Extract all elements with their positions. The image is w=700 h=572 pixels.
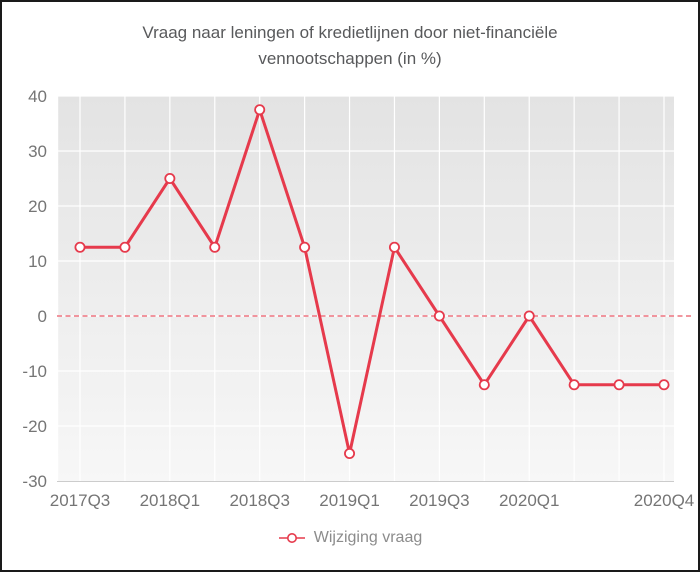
data-point-marker xyxy=(613,379,625,391)
gridlines xyxy=(56,95,674,481)
x-tick-label: 2020Q1 xyxy=(499,491,560,510)
legend-line-marker-icon xyxy=(278,533,305,543)
y-tick-label: 30 xyxy=(28,142,47,161)
data-point-marker xyxy=(568,379,580,391)
data-point-marker xyxy=(254,104,266,116)
legend-item[interactable]: Wijziging vraag xyxy=(2,529,698,547)
y-tick-label: 20 xyxy=(28,197,47,216)
data-point-marker xyxy=(119,241,131,253)
data-point-marker xyxy=(433,310,445,322)
data-point-marker xyxy=(344,447,356,459)
data-point-marker xyxy=(388,241,400,253)
y-tick-label: -30 xyxy=(22,472,47,491)
legend-label: Wijziging vraag xyxy=(313,529,423,546)
x-tick-label: 2019Q1 xyxy=(319,491,380,510)
data-point-marker xyxy=(209,241,221,253)
x-tick-label: 2019Q3 xyxy=(409,491,470,510)
data-point-marker xyxy=(523,310,535,322)
y-tick-label: 40 xyxy=(28,87,47,106)
data-point-marker xyxy=(74,241,86,253)
chart-title: Vraag naar leningen of kredietlijnen doo… xyxy=(142,23,558,68)
x-tick-label: 2020Q4 xyxy=(634,491,695,510)
x-tick-label: 2018Q1 xyxy=(140,491,201,510)
x-tick-label: 2017Q3 xyxy=(50,491,111,510)
y-tick-label: -20 xyxy=(22,417,47,436)
y-tick-label: 10 xyxy=(28,252,47,271)
y-tick-label: -10 xyxy=(22,362,47,381)
data-point-marker xyxy=(658,379,670,391)
data-point-marker xyxy=(299,241,311,253)
series-line xyxy=(78,108,666,455)
x-tick-label: 2018Q3 xyxy=(229,491,290,510)
data-point-marker xyxy=(164,173,176,185)
plot-area xyxy=(57,96,674,481)
data-point-marker xyxy=(478,379,490,391)
y-tick-label: 0 xyxy=(38,307,47,326)
